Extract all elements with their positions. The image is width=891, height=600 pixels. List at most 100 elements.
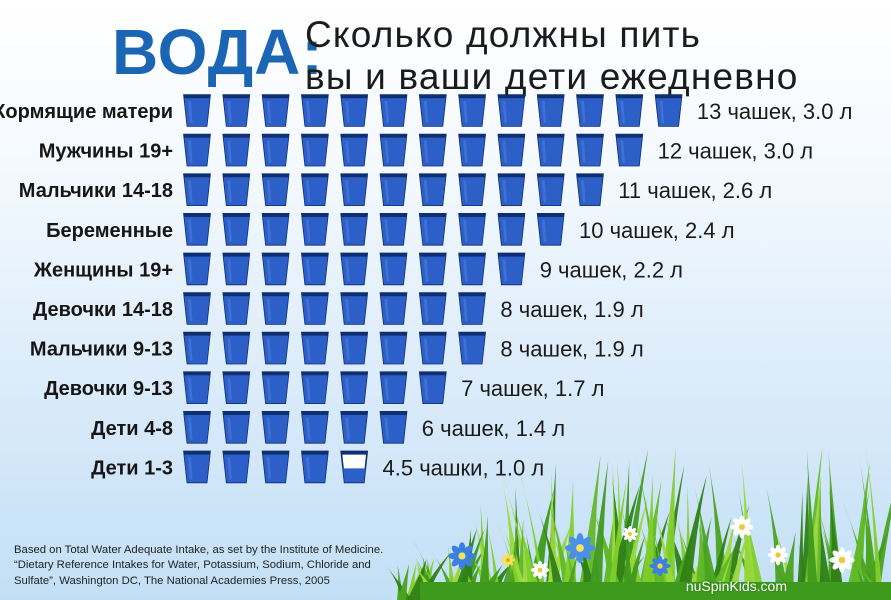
brand-title: ВОДА: xyxy=(112,16,324,88)
grass-blade xyxy=(476,515,491,600)
subtitle-line-2: вы и ваши дети ежедневно xyxy=(305,56,799,97)
cup-mark xyxy=(340,331,369,365)
cup-mark xyxy=(458,213,486,246)
cup-mark xyxy=(497,173,526,206)
row-label: Девочки 9-13 xyxy=(44,378,173,400)
cup-mark xyxy=(379,252,408,286)
cup-mark xyxy=(301,173,329,206)
value-label: 11 чашек, 2.6 л xyxy=(618,178,772,203)
cup-mark xyxy=(458,173,486,206)
cup-mark xyxy=(340,371,369,404)
row-label: Мальчики 9-13 xyxy=(30,339,173,361)
cup-mark xyxy=(497,252,526,286)
cup-mark xyxy=(497,94,526,127)
grass-blade xyxy=(535,503,568,600)
cup-mark xyxy=(458,331,486,365)
cup-mark xyxy=(301,292,329,325)
cup-mark xyxy=(379,213,408,246)
header: ВОДА: Сколько должны пить вы и ваши дети… xyxy=(0,0,891,100)
cup-mark xyxy=(301,371,329,404)
flower-icon xyxy=(649,555,671,577)
grass-blade xyxy=(765,481,791,600)
cup-mark xyxy=(261,411,290,444)
cup-mark xyxy=(418,371,447,404)
chart-row: Мальчики 9-13 8 чашек, 1.9 л xyxy=(30,331,644,365)
cup-mark xyxy=(222,213,251,246)
row-label: Дети 4-8 xyxy=(91,418,173,440)
value-label: 12 чашек, 3.0 л xyxy=(658,139,814,164)
flower-icon xyxy=(767,544,789,566)
flower-icon xyxy=(530,560,550,580)
row-label: Мужчины 19+ xyxy=(39,141,173,163)
cup-mark xyxy=(340,94,369,127)
chart-row: Женщины 19+ 9 чашек, 2.2 л xyxy=(33,252,683,286)
cup-mark xyxy=(301,133,329,167)
cup-mark xyxy=(222,450,251,484)
cup-mark xyxy=(418,94,447,127)
cup-mark xyxy=(536,133,565,167)
cup-mark xyxy=(418,252,447,286)
cup-mark xyxy=(458,292,486,325)
value-label: 4.5 чашки, 1.0 л xyxy=(383,455,545,480)
cup-mark xyxy=(183,252,211,286)
page-subtitle: Сколько должны пить вы и ваши дети ежедн… xyxy=(305,14,799,98)
cup-mark xyxy=(301,94,329,127)
value-label: 13 чашек, 3.0 л xyxy=(697,99,853,124)
cup-mark xyxy=(183,213,211,246)
grass-blade xyxy=(659,446,676,600)
source-footnote: Based on Total Water Adequate Intake, as… xyxy=(14,543,414,589)
grass-blade xyxy=(865,446,884,600)
cup-mark xyxy=(340,213,369,246)
cup-mark xyxy=(536,213,565,246)
cup-mark xyxy=(222,292,251,325)
cup-mark xyxy=(379,371,408,404)
cup-mark xyxy=(418,213,447,246)
cup-mark xyxy=(222,133,251,167)
grass-blade xyxy=(741,460,758,600)
cup-mark xyxy=(379,94,408,127)
cup-mark xyxy=(458,252,486,286)
cup-mark xyxy=(379,133,408,167)
row-label: Мальчики 14-18 xyxy=(19,180,173,202)
row-label: Кормящие матери xyxy=(0,101,173,123)
cup-mark xyxy=(261,133,290,167)
cup-mark xyxy=(301,331,329,365)
cup-mark xyxy=(261,252,290,286)
value-label: 8 чашек, 1.9 л xyxy=(500,337,643,362)
cup-mark xyxy=(261,213,290,246)
cup-mark xyxy=(379,331,408,365)
grass-blade xyxy=(844,490,870,600)
cup-mark xyxy=(340,133,369,167)
cup-mark xyxy=(261,292,290,325)
flower-icon xyxy=(448,542,476,570)
footnote-line-1: Based on Total Water Adequate Intake, as… xyxy=(14,544,384,556)
cup-mark xyxy=(576,133,604,167)
flower-icon xyxy=(565,533,595,563)
chart-row: Беременные 10 чашек, 2.4 л xyxy=(46,213,735,246)
cup-mark xyxy=(340,411,369,444)
cup-mark xyxy=(222,252,251,286)
cup-mark xyxy=(301,411,329,444)
cup-mark xyxy=(576,94,604,127)
cup-mark xyxy=(222,411,251,444)
footnote-line-2: “Dietary Reference Intakes for Water, Po… xyxy=(14,559,371,572)
grass-blade xyxy=(487,526,502,600)
grass-blade xyxy=(859,457,880,600)
ground xyxy=(420,582,891,600)
subtitle-line-1: Сколько должны пить xyxy=(305,14,702,55)
cup-mark xyxy=(418,173,447,206)
grass-blade xyxy=(397,563,410,600)
cup-mark xyxy=(615,133,644,167)
cup-mark xyxy=(379,411,408,444)
cup-mark xyxy=(183,292,211,325)
row-label: Беременные xyxy=(46,220,173,242)
cup-mark xyxy=(497,133,526,167)
row-label: Девочки 14-18 xyxy=(33,299,173,321)
cup-mark xyxy=(183,331,211,365)
value-label: 8 чашек, 1.9 л xyxy=(500,297,643,322)
cup-mark xyxy=(536,173,565,206)
grass-blade xyxy=(540,522,573,600)
cup-mark xyxy=(615,94,644,127)
cup-mark xyxy=(261,371,290,404)
